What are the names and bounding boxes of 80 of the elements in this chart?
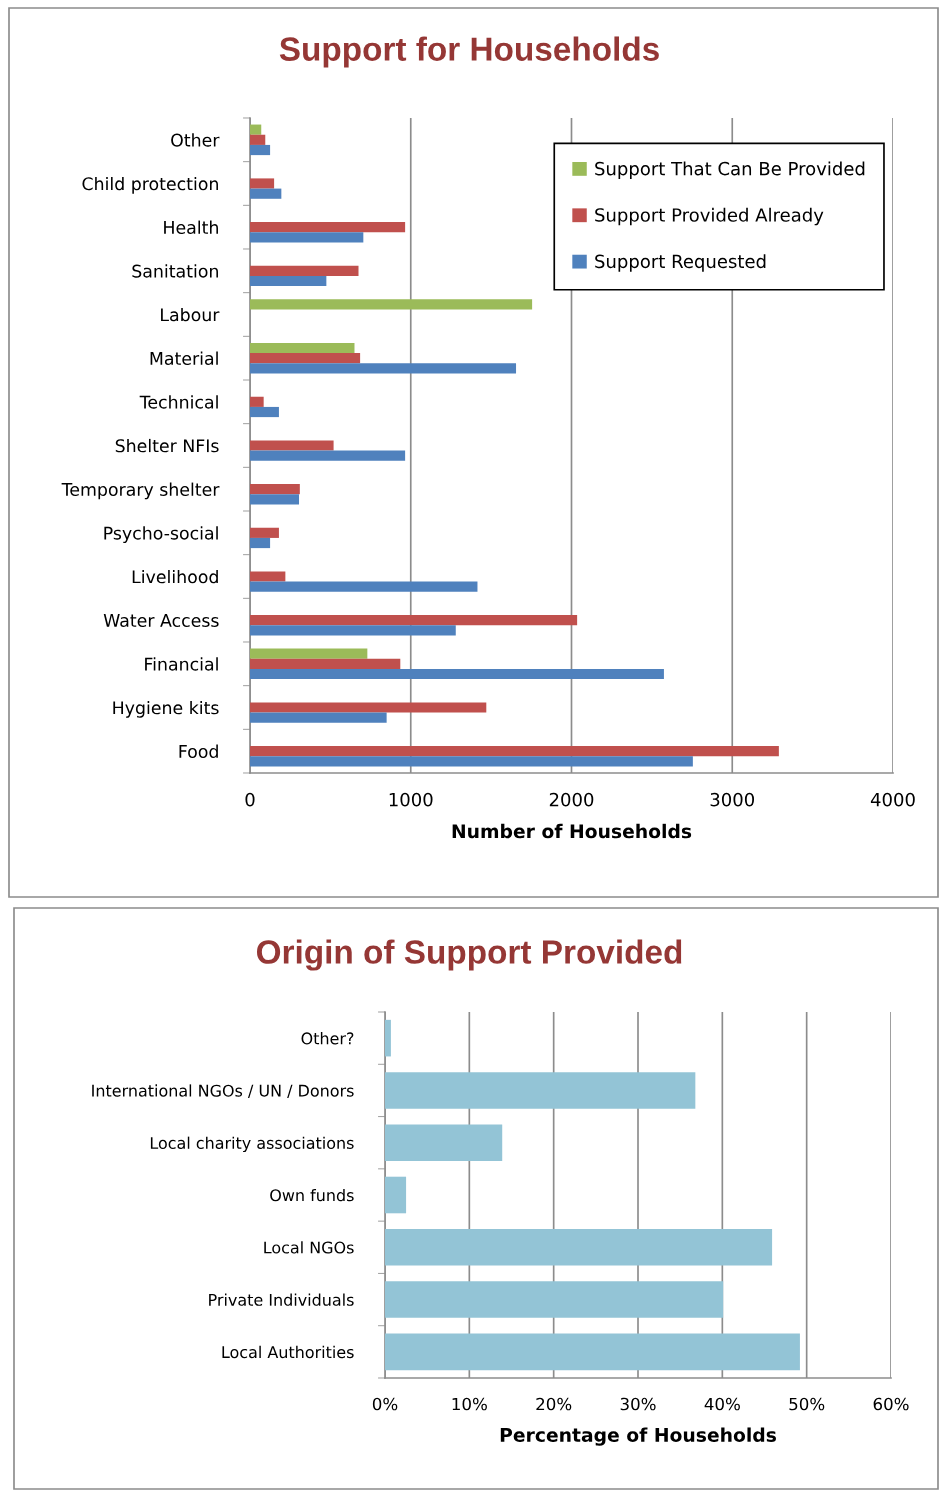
bar [250, 232, 364, 243]
x-tick-label: 1000 [389, 792, 433, 807]
x-tick-label: 0 [245, 792, 255, 807]
y-tick-label: Temporary shelter [61, 482, 220, 500]
bar [250, 144, 271, 156]
bar [250, 668, 664, 680]
y-tick-label: Hygiene kits [113, 700, 219, 718]
bar [250, 363, 517, 374]
x-tick-label: 10% [452, 1397, 487, 1411]
y-tick-label: Health [164, 220, 218, 235]
y-tick-label: Local NGOs [264, 1241, 354, 1254]
bar [250, 756, 693, 767]
y-tick-label: Child protection [82, 176, 218, 194]
x-tick-label: 3000 [710, 792, 755, 807]
bar [250, 537, 271, 549]
bar [250, 571, 286, 582]
bar [250, 746, 779, 757]
y-tick-label: Private Individuals [209, 1293, 354, 1306]
y-tick-label: Other [171, 133, 220, 147]
bar [385, 1124, 503, 1162]
bar [250, 188, 282, 199]
x-tick-label: 20% [536, 1397, 572, 1411]
legend-label: Support Requested [595, 254, 766, 272]
chart-title: Support for Households [279, 36, 659, 68]
x-tick-label: 4000 [870, 792, 915, 807]
y-tick-label: Water Access [103, 614, 219, 628]
x-tick-label: 50% [789, 1397, 825, 1411]
bar [250, 581, 478, 592]
x-axis-title: Percentage of Households [500, 1427, 776, 1446]
x-tick-label: 60% [873, 1397, 909, 1411]
y-tick-label: Material [150, 351, 218, 366]
bar [385, 1019, 391, 1057]
bar [250, 342, 355, 354]
bar [250, 406, 279, 418]
y-tick-label: Food [179, 744, 218, 759]
y-tick-label: Financial [145, 657, 218, 671]
bar [250, 450, 406, 461]
bar [250, 396, 264, 407]
x-tick-label: 40% [704, 1397, 740, 1411]
x-tick-label: 0% [372, 1397, 398, 1411]
bar [385, 1072, 696, 1109]
x-tick-label: 30% [620, 1397, 656, 1411]
bar [385, 1333, 800, 1371]
bar [250, 494, 300, 505]
bar [250, 124, 262, 135]
bar [250, 275, 327, 287]
y-tick-label: Psycho-social [104, 526, 218, 544]
y-tick-label: Local Authorities [222, 1345, 354, 1359]
y-tick-label: Other? [301, 1032, 354, 1045]
y-tick-label: Labour [161, 307, 220, 322]
bar [250, 527, 279, 538]
bar [250, 702, 487, 713]
bar [385, 1228, 773, 1266]
y-tick-label: Local charity associations [150, 1136, 354, 1153]
legend-label: Support That Can Be Provided [595, 161, 865, 179]
y-tick-label: Own funds [270, 1188, 354, 1202]
bar [385, 1176, 407, 1214]
bar [250, 265, 359, 276]
bar [250, 625, 456, 636]
x-tick-label: 2000 [549, 792, 594, 807]
x-axis-title: Number of Households [452, 823, 692, 839]
y-tick-label: Livelihood [132, 569, 218, 584]
bar [385, 1281, 724, 1318]
y-tick-label: Shelter NFIs [115, 438, 219, 453]
bar [250, 440, 334, 451]
bar [250, 299, 533, 310]
y-tick-label: International NGOs / UN / Donors [92, 1084, 354, 1098]
bar [250, 178, 275, 189]
bar [250, 222, 406, 233]
bar [250, 658, 401, 669]
bar [250, 484, 300, 495]
bar [250, 353, 361, 364]
chart-title: Origin of Support Provided [257, 939, 682, 971]
y-tick-label: Technical [139, 395, 218, 409]
bar [250, 712, 387, 723]
legend-label: Support Provided Already [595, 207, 824, 226]
y-tick-label: Sanitation [132, 264, 218, 278]
bar [250, 615, 578, 626]
bar [250, 134, 266, 145]
bar [250, 648, 368, 659]
